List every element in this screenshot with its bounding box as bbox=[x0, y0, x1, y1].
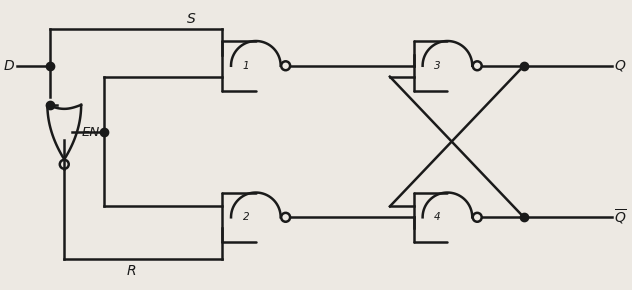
Text: D: D bbox=[4, 59, 15, 73]
Text: 3: 3 bbox=[434, 61, 441, 71]
Text: EN: EN bbox=[82, 126, 100, 139]
Text: 2: 2 bbox=[243, 212, 249, 222]
Text: S: S bbox=[187, 12, 196, 26]
Text: 1: 1 bbox=[243, 61, 249, 71]
Text: $\overline{Q}$: $\overline{Q}$ bbox=[614, 208, 627, 227]
Text: Q: Q bbox=[614, 59, 625, 73]
Text: R: R bbox=[127, 264, 137, 278]
Text: 4: 4 bbox=[434, 212, 441, 222]
